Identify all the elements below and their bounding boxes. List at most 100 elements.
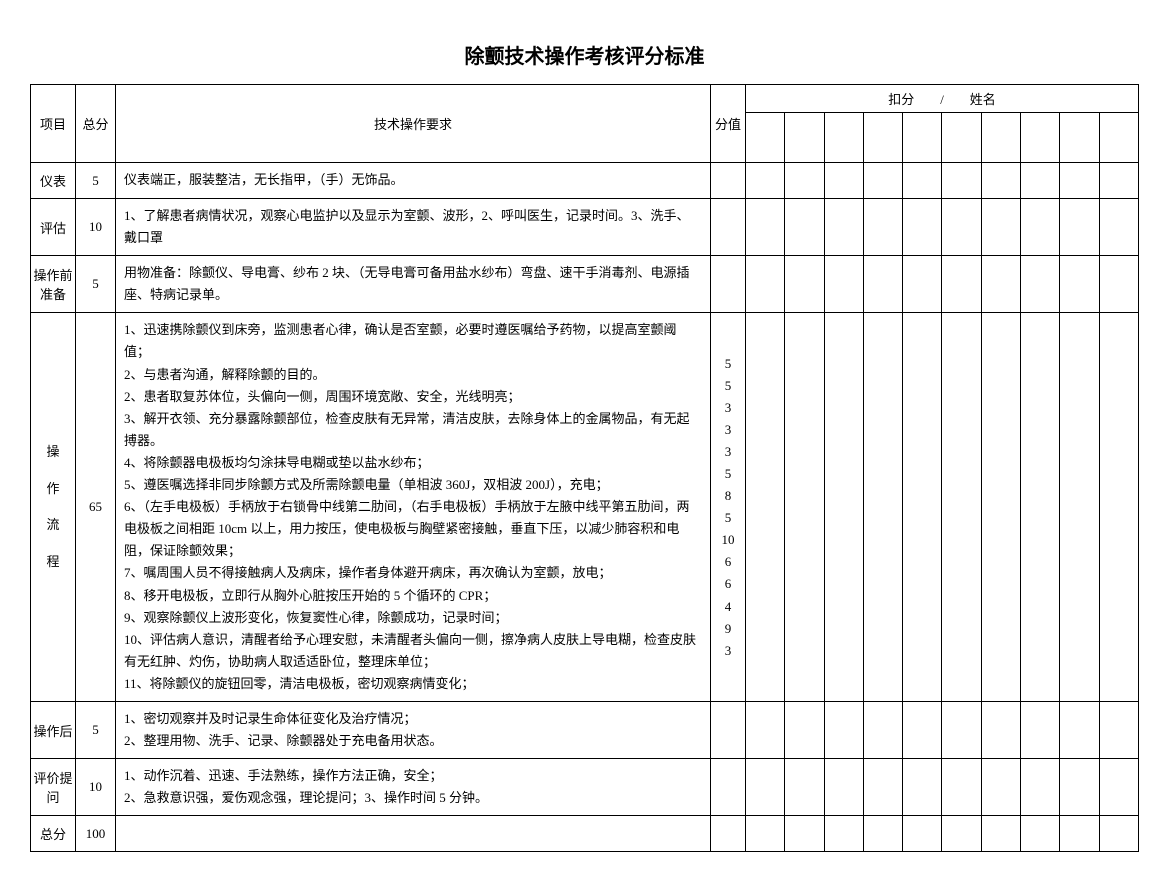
cell-score: 553335851066493	[711, 313, 746, 702]
cell-total: 10	[76, 759, 116, 816]
cell-deduct	[746, 313, 785, 702]
cell-score	[711, 701, 746, 758]
cell-deduct	[1099, 701, 1138, 758]
cell-deduct	[942, 313, 981, 702]
cell-deduct	[1060, 313, 1099, 702]
cell-deduct	[942, 701, 981, 758]
cell-deduct	[785, 701, 824, 758]
cell-deduct	[981, 256, 1020, 313]
scoring-table: 项目 总分 技术操作要求 分值 扣分 / 姓名 仪表5仪表端正，服装整洁，无长指…	[30, 84, 1139, 852]
cell-deduct	[1099, 199, 1138, 256]
header-deduct-col	[903, 113, 942, 163]
header-total: 总分	[76, 85, 116, 163]
cell-total: 5	[76, 701, 116, 758]
cell-deduct	[1060, 163, 1099, 199]
cell-deduct	[746, 759, 785, 816]
cell-item: 总分	[31, 816, 76, 852]
cell-deduct	[981, 701, 1020, 758]
cell-deduct	[746, 256, 785, 313]
cell-deduct	[1021, 313, 1060, 702]
cell-deduct	[942, 759, 981, 816]
cell-item: 仪表	[31, 163, 76, 199]
cell-deduct	[785, 816, 824, 852]
cell-deduct	[785, 759, 824, 816]
cell-item: 评估	[31, 199, 76, 256]
cell-deduct	[1021, 199, 1060, 256]
cell-deduct	[824, 256, 863, 313]
cell-item: 操作后	[31, 701, 76, 758]
cell-deduct	[1060, 759, 1099, 816]
cell-deduct	[824, 816, 863, 852]
header-deduct-col	[746, 113, 785, 163]
cell-deduct	[1060, 701, 1099, 758]
header-deduct-name: 扣分 / 姓名	[746, 85, 1139, 113]
header-deduct-col	[942, 113, 981, 163]
cell-deduct	[903, 199, 942, 256]
cell-deduct	[1099, 313, 1138, 702]
table-row: 评估101、了解患者病情状况，观察心电监护以及显示为室颤、波形，2、呼叫医生，记…	[31, 199, 1139, 256]
cell-item: 评价提问	[31, 759, 76, 816]
cell-deduct	[942, 816, 981, 852]
cell-deduct	[1060, 199, 1099, 256]
table-row: 操作前准备5用物准备：除颤仪、导电膏、纱布 2 块、（无导电膏可备用盐水纱布）弯…	[31, 256, 1139, 313]
cell-deduct	[903, 701, 942, 758]
cell-deduct	[1099, 256, 1138, 313]
cell-total: 5	[76, 163, 116, 199]
cell-deduct	[785, 199, 824, 256]
cell-total: 100	[76, 816, 116, 852]
cell-deduct	[903, 256, 942, 313]
cell-score	[711, 256, 746, 313]
cell-score	[711, 759, 746, 816]
cell-deduct	[981, 199, 1020, 256]
cell-deduct	[863, 199, 902, 256]
cell-deduct	[981, 163, 1020, 199]
cell-deduct	[1060, 816, 1099, 852]
cell-requirement: 1、了解患者病情状况，观察心电监护以及显示为室颤、波形，2、呼叫医生，记录时间。…	[116, 199, 711, 256]
header-item: 项目	[31, 85, 76, 163]
cell-deduct	[785, 163, 824, 199]
header-deduct-col	[1021, 113, 1060, 163]
cell-requirement: 1、密切观察并及时记录生命体征变化及治疗情况；2、整理用物、洗手、记录、除颤器处…	[116, 701, 711, 758]
header-deduct-col	[785, 113, 824, 163]
cell-deduct	[981, 816, 1020, 852]
cell-deduct	[903, 313, 942, 702]
cell-deduct	[746, 199, 785, 256]
cell-deduct	[863, 759, 902, 816]
header-score: 分值	[711, 85, 746, 163]
cell-deduct	[863, 256, 902, 313]
cell-deduct	[746, 816, 785, 852]
cell-total: 10	[76, 199, 116, 256]
cell-deduct	[824, 701, 863, 758]
cell-deduct	[903, 816, 942, 852]
cell-deduct	[1099, 759, 1138, 816]
cell-deduct	[863, 313, 902, 702]
page-title: 除颤技术操作考核评分标准	[30, 40, 1139, 69]
cell-deduct	[942, 199, 981, 256]
table-row: 总分100	[31, 816, 1139, 852]
cell-deduct	[824, 163, 863, 199]
cell-requirement: 1、动作沉着、迅速、手法熟练，操作方法正确，安全；2、急救意识强，爱伤观念强，理…	[116, 759, 711, 816]
table-row: 仪表5仪表端正，服装整洁，无长指甲，（手）无饰品。	[31, 163, 1139, 199]
header-deduct-col	[981, 113, 1020, 163]
table-row: 操作流程651、迅速携除颤仪到床旁，监测患者心律，确认是否室颤，必要时遵医嘱给予…	[31, 313, 1139, 702]
cell-deduct	[1060, 256, 1099, 313]
cell-deduct	[824, 313, 863, 702]
cell-deduct	[1021, 759, 1060, 816]
cell-deduct	[981, 759, 1020, 816]
table-row: 评价提问101、动作沉着、迅速、手法熟练，操作方法正确，安全；2、急救意识强，爱…	[31, 759, 1139, 816]
cell-deduct	[942, 256, 981, 313]
cell-deduct	[824, 759, 863, 816]
cell-item: 操作前准备	[31, 256, 76, 313]
cell-deduct	[942, 163, 981, 199]
cell-requirement	[116, 816, 711, 852]
cell-total: 65	[76, 313, 116, 702]
cell-deduct	[1099, 163, 1138, 199]
cell-score	[711, 199, 746, 256]
cell-deduct	[863, 701, 902, 758]
cell-deduct	[746, 701, 785, 758]
header-deduct-col	[863, 113, 902, 163]
cell-item: 操作流程	[31, 313, 76, 702]
header-deduct-col	[1060, 113, 1099, 163]
cell-deduct	[746, 163, 785, 199]
cell-deduct	[1021, 163, 1060, 199]
